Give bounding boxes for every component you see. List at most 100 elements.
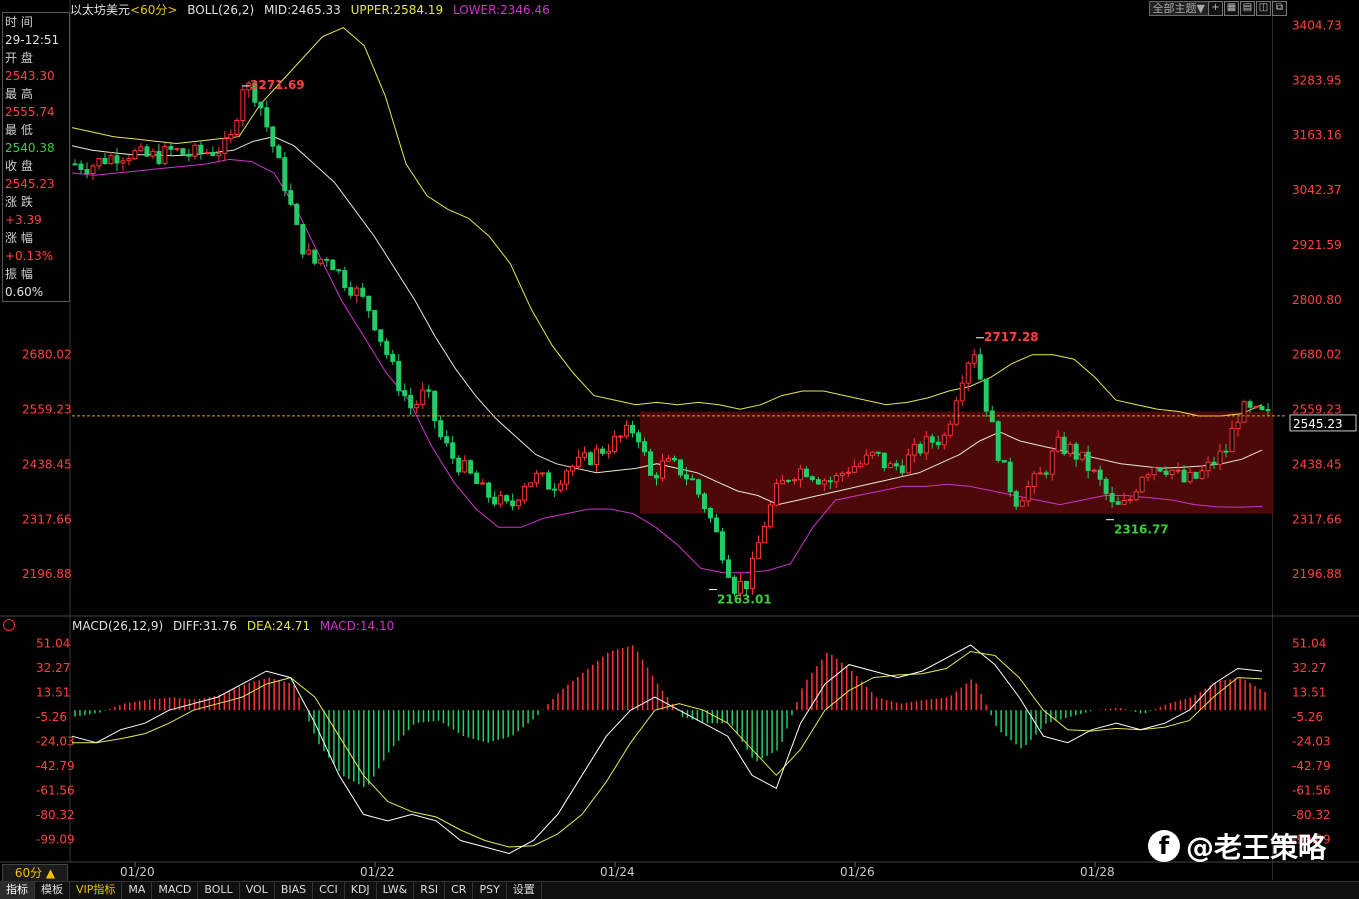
macd-tick-label: -42.79 — [1292, 759, 1331, 773]
candle-body — [797, 468, 803, 481]
candle-body — [120, 160, 126, 164]
boll-label[interactable]: BOLL(26,2) — [187, 3, 255, 17]
candle-body — [1241, 401, 1247, 423]
candle-body — [695, 479, 701, 495]
candle-body — [761, 525, 767, 544]
candle-body — [468, 460, 474, 474]
time-tick-label: 01/24 — [600, 865, 635, 879]
candle-body — [306, 249, 312, 255]
tab-macd[interactable]: MACD — [152, 882, 199, 899]
candlesticks — [72, 80, 1271, 601]
low-value: 2540.38 — [5, 141, 55, 155]
candle-body — [486, 482, 492, 498]
macd-tick-label: -80.32 — [1292, 808, 1331, 822]
candle-body — [588, 452, 594, 466]
tab-ma[interactable]: MA — [122, 882, 153, 899]
macd-name[interactable]: MACD(26,12,9) — [72, 619, 164, 633]
price-tick-label: 2196.88 — [1292, 567, 1342, 581]
tab-settings[interactable]: 设置 — [507, 882, 542, 899]
amp-label: 振 幅 — [5, 267, 33, 281]
expand-icon[interactable]: ◫ — [1256, 1, 1271, 16]
candle-body — [186, 153, 192, 157]
tab-vip[interactable]: VIP指标 — [70, 882, 123, 899]
tab-bias[interactable]: BIAS — [275, 882, 314, 899]
candle-body — [204, 152, 210, 155]
tab-template[interactable]: 模板 — [35, 882, 70, 899]
price-tick-label: 3404.73 — [1292, 18, 1342, 32]
candle-body — [402, 390, 408, 396]
tab-boll[interactable]: BOLL — [198, 882, 240, 899]
macd-tick-label: 51.04 — [1292, 637, 1326, 651]
candle-body — [701, 493, 707, 510]
tab-vol[interactable]: VOL — [240, 882, 275, 899]
macd-value: MACD:14.10 — [319, 619, 395, 633]
price-tick-label: 2921.59 — [1292, 238, 1342, 252]
annotation-label: 2163.01 — [717, 593, 772, 607]
candle-body — [731, 576, 737, 594]
candle-body — [84, 169, 90, 175]
candle-body — [857, 463, 863, 468]
theme-selector[interactable]: 全部主题▼ — [1148, 1, 1209, 16]
time-axis: 01/20 01/22 01/24 01/26 01/28 — [120, 862, 1115, 879]
candle-body — [360, 287, 366, 297]
candle-body — [977, 354, 983, 380]
candle-body — [1115, 501, 1121, 505]
candle-body — [851, 466, 857, 473]
price-tick-label-left: 2317.66 — [22, 512, 72, 526]
candle-body — [725, 559, 731, 578]
theme-dropdown[interactable]: 全部主题▼ — [1148, 1, 1209, 16]
candle-body — [414, 403, 420, 409]
candle-body — [1127, 499, 1133, 502]
symbol-name[interactable]: 以太坊美元 — [70, 3, 131, 17]
candle-body — [1217, 450, 1223, 465]
candle-body — [1037, 472, 1043, 475]
boll-upper-line — [71, 27, 1263, 417]
macd-tick-label: -24.03 — [1292, 734, 1331, 748]
tab-cr[interactable]: CR — [445, 882, 474, 899]
open-value: 2543.30 — [5, 69, 55, 83]
candle-body — [312, 249, 318, 264]
candle-body — [222, 138, 228, 154]
restore-icon[interactable]: ⧉ — [1272, 1, 1287, 16]
candle-body — [432, 390, 438, 422]
candle-body — [444, 436, 450, 444]
candle-body — [737, 580, 743, 594]
macd-tick-label-left: 51.04 — [36, 637, 70, 651]
period-label[interactable]: <60分> — [130, 3, 178, 17]
annotation-label: 2717.28 — [984, 330, 1039, 344]
tab-rsi[interactable]: RSI — [414, 882, 446, 899]
settings-icon[interactable] — [3, 619, 15, 631]
tab-lw[interactable]: LW& — [377, 882, 415, 899]
candle-body — [815, 479, 821, 485]
candle-body — [342, 270, 348, 289]
candle-body — [324, 258, 330, 261]
candle-body — [516, 499, 522, 507]
macd-tick-label-left: 13.51 — [36, 686, 70, 700]
tab-kdj[interactable]: KDJ — [345, 882, 377, 899]
tab-cci[interactable]: CCI — [313, 882, 345, 899]
price-tick-label-left: 2196.88 — [22, 567, 72, 581]
candle-body — [504, 495, 510, 502]
high-value: 2555.74 — [5, 105, 55, 119]
candle-body — [1235, 421, 1241, 429]
period-button[interactable]: 60分 ▲ — [2, 864, 68, 882]
candle-body — [114, 155, 120, 164]
candle-body — [893, 463, 899, 467]
macd-tick-label-left: 32.27 — [36, 661, 70, 675]
tab-indicator[interactable]: 指标 — [0, 882, 35, 899]
price-tick-label-left: 2438.45 — [22, 457, 72, 471]
candle-body — [869, 451, 875, 456]
grid-icon[interactable]: ▦ — [1224, 1, 1239, 16]
candle-body — [216, 152, 222, 156]
candle-body — [917, 443, 923, 454]
candle-body — [132, 150, 138, 160]
plus-square-icon[interactable]: + — [1208, 1, 1223, 16]
quote-info-panel: 时 间 29-12:51 开 盘 2543.30 最 高 2555.74 最 低… — [2, 12, 70, 302]
price-tick-label-left: 2559.23 — [22, 403, 72, 417]
candle-body — [1175, 469, 1181, 472]
candle-body — [1007, 461, 1013, 493]
candle-body — [636, 432, 642, 443]
layout-icon[interactable]: ▤ — [1240, 1, 1255, 16]
candle-body — [498, 495, 504, 505]
tab-psy[interactable]: PSY — [473, 882, 507, 899]
